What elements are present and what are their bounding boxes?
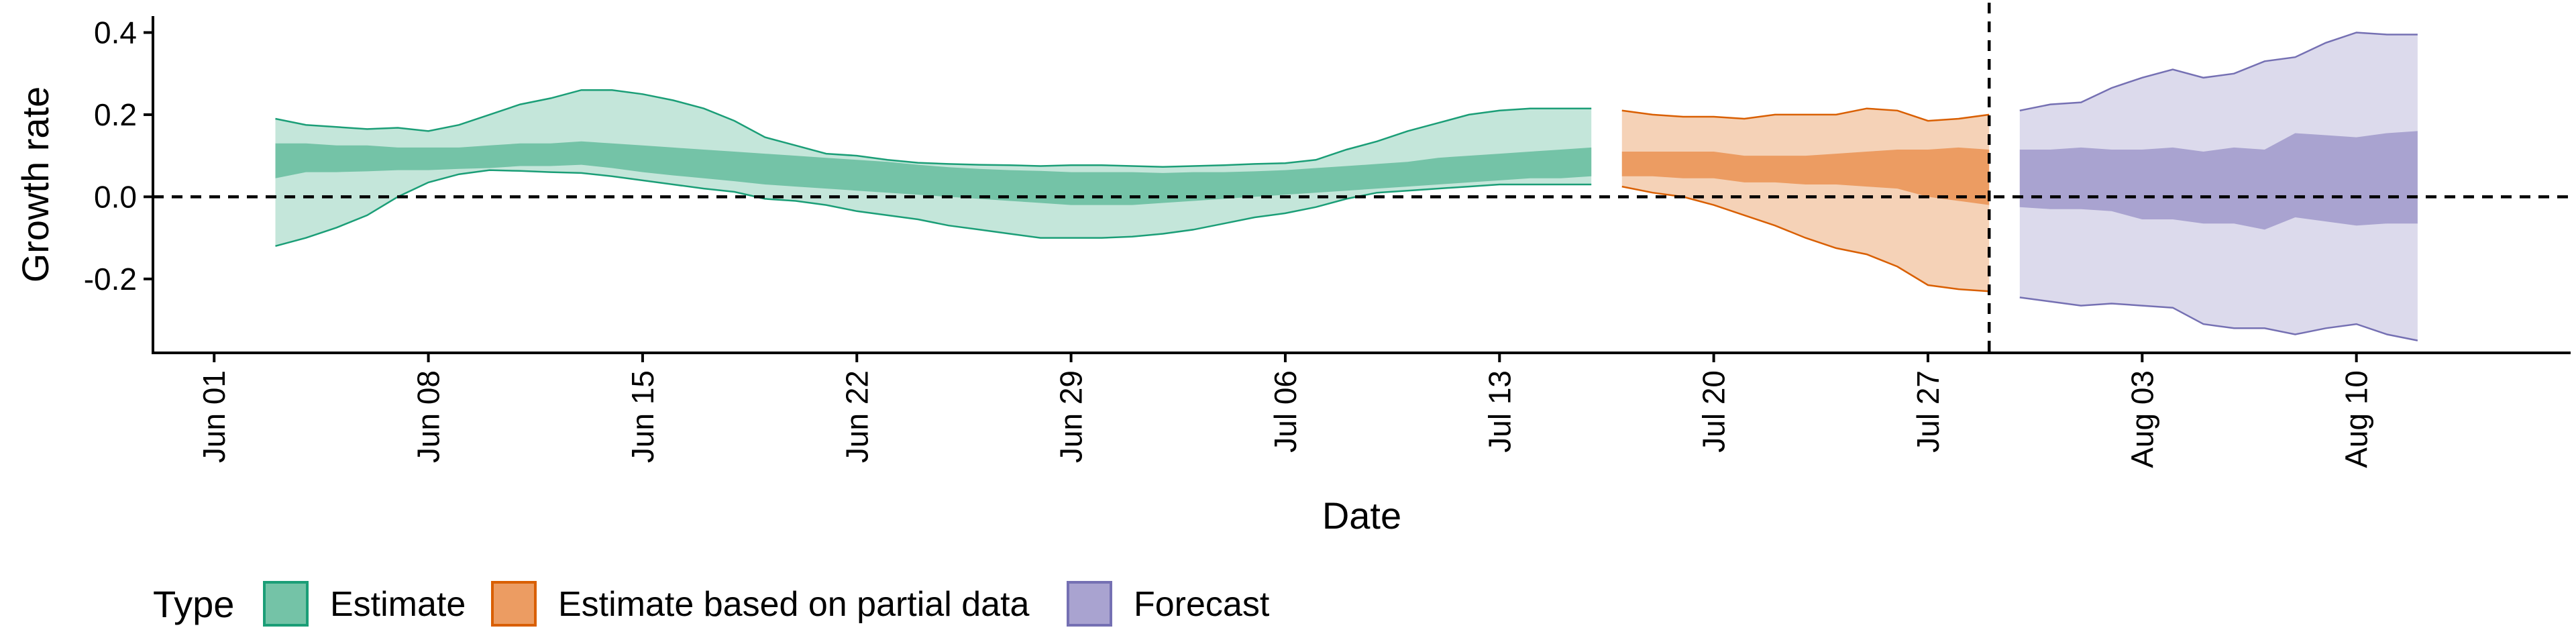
ribbon-upper-edge-1 [1621,107,1990,122]
ribbon-upper-edge-2 [2019,32,2418,112]
ribbon-90-1 [1621,108,1990,292]
ribbon-50-0 [275,141,1592,205]
x-tick-label-3: Jun 22 [839,370,874,463]
x-axis-title: Date [1322,494,1401,537]
ribbon-upper-edge-0 [275,89,1592,168]
legend-swatch-0 [263,581,309,627]
axes: 0.40.20.0-0.2 Jun 01 Jun 08 Jun 15 Jun 22 Ju… [84,15,2571,468]
y-tick-label-1: 0.2 [94,97,137,132]
y-tick-label-2: 0.0 [94,179,137,214]
y-axis-title: Growth rate [14,87,56,283]
legend-swatch-2 [1067,581,1112,627]
legend-title: Type [153,583,234,625]
x-tick-label-4: Jun 29 [1054,370,1089,463]
reference-lines [153,3,2571,353]
x-tick-label-6: Jul 13 [1482,370,1517,453]
x-tick-label-0: Jun 01 [197,370,231,463]
y-tick-label-0: 0.4 [94,15,137,50]
ribbon-50-1 [1621,147,1990,205]
x-axis-ticks: Jun 01 Jun 08 Jun 15 Jun 22 Jun 29 Jul 06 Jul … [197,353,2374,468]
series-2 [2019,32,2418,341]
ribbon-lower-edge-2 [2019,297,2418,341]
ribbon-50-2 [2019,131,2418,230]
ribbon-lower-edge-0 [275,169,1592,248]
legend-label-0: Estimate [330,585,466,624]
legend-items: Estimate Estimate based on partial data Fo… [263,581,1270,627]
y-axis-ticks: 0.4 0.2 0.0 -0.2 [84,15,153,297]
series-1 [1621,107,1990,292]
x-tick-label-9: Aug 03 [2125,370,2159,468]
x-tick-label-1: Jun 08 [411,370,446,463]
x-tick-label-7: Jul 20 [1697,370,1731,453]
ribbon-layer [275,32,2418,341]
legend: Type Estimate Estimate based on partial d… [153,581,1270,627]
legend-label-2: Forecast [1134,585,1270,624]
legend-label-1: Estimate based on partial data [558,585,1030,624]
x-tick-label-10: Aug 10 [2339,370,2374,468]
y-tick-label-3: -0.2 [84,262,137,297]
x-tick-label-2: Jun 15 [625,370,660,463]
series-0 [275,89,1592,248]
x-tick-label-8: Jul 27 [1911,370,1945,453]
legend-swatch-1 [491,581,537,627]
x-tick-label-5: Jul 06 [1268,370,1303,453]
